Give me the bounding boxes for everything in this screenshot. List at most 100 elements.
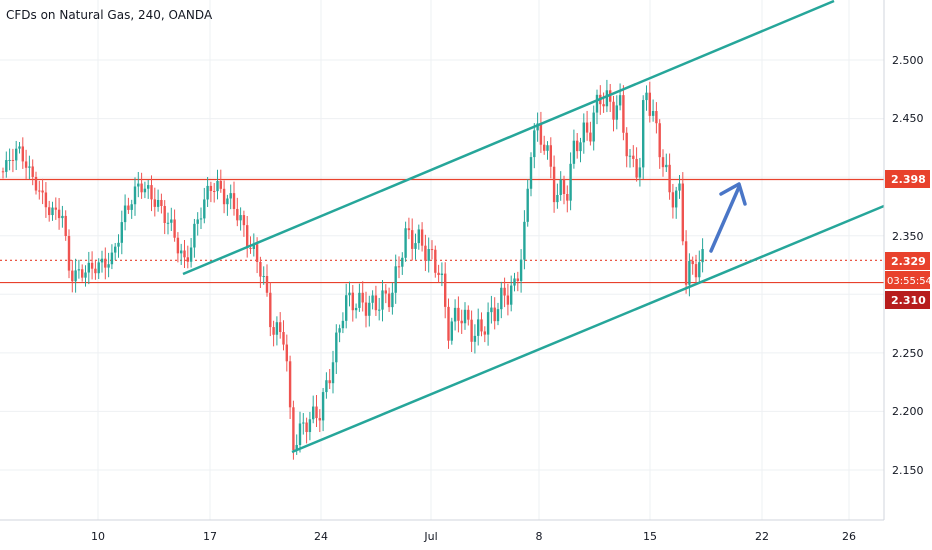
candle-body xyxy=(87,262,90,273)
candle-body xyxy=(546,145,549,151)
candle-body xyxy=(298,423,302,445)
candle-body xyxy=(407,228,411,231)
candle-body xyxy=(153,199,156,207)
level-label-2398 xyxy=(885,170,930,188)
candle-body xyxy=(556,194,559,203)
candle-body xyxy=(566,194,569,201)
candle-body xyxy=(285,344,288,362)
candle-body xyxy=(510,285,513,305)
candle-body xyxy=(480,319,483,332)
candle-body xyxy=(321,392,325,421)
candle-body xyxy=(533,130,536,158)
candle-body xyxy=(394,266,397,293)
candle-body xyxy=(292,407,295,451)
candle-body xyxy=(345,295,348,321)
candle-body xyxy=(143,188,147,193)
candle-body xyxy=(130,204,133,210)
candle-body xyxy=(236,208,239,221)
candle-body xyxy=(638,167,642,178)
candle-body xyxy=(378,309,381,311)
candle-body xyxy=(51,207,54,216)
candle-body xyxy=(328,380,331,384)
candle-body xyxy=(463,309,467,324)
candle-body xyxy=(529,157,533,189)
candle-body xyxy=(559,179,562,195)
candle-body xyxy=(519,259,523,281)
candle-body xyxy=(411,230,414,249)
candle-body xyxy=(506,295,510,305)
candle-body xyxy=(628,155,632,157)
candle-body xyxy=(259,261,262,277)
candle-body xyxy=(189,247,193,262)
candle-body xyxy=(444,273,447,307)
candle-body xyxy=(262,276,265,278)
candle-body xyxy=(351,292,354,311)
candle-body xyxy=(503,287,506,296)
candle-body xyxy=(354,307,358,311)
x-axis: 10 17 24 Jul 8 15 22 26 xyxy=(0,519,932,550)
candle-body xyxy=(642,100,645,168)
candle-body xyxy=(658,123,661,158)
candle-body xyxy=(625,132,628,157)
candle-body xyxy=(160,199,163,206)
candle-body xyxy=(417,229,420,244)
candle-body xyxy=(229,193,232,199)
candle-body xyxy=(203,199,206,219)
candle-body xyxy=(381,290,384,310)
candle-body xyxy=(176,237,180,254)
candle-body xyxy=(94,268,97,274)
candle-body xyxy=(615,105,618,120)
level-label-2310 xyxy=(885,291,930,309)
x-tick-22: 22 xyxy=(755,530,769,543)
candle-body xyxy=(71,270,74,282)
candle-body xyxy=(341,320,345,329)
candle-body xyxy=(569,163,572,201)
candle-body xyxy=(470,319,473,342)
candle-body xyxy=(684,241,688,285)
candle-body xyxy=(127,205,130,210)
y-tick-2200: 2.200 xyxy=(892,405,924,418)
candle-body xyxy=(246,225,249,248)
candle-body xyxy=(562,179,566,195)
chart-title: CFDs on Natural Gas, 240, OANDA xyxy=(6,8,213,22)
candle-body xyxy=(440,273,444,275)
svg-text:2.310: 2.310 xyxy=(891,294,926,307)
candle-body xyxy=(64,215,67,237)
countdown-box xyxy=(885,271,930,289)
candle-body xyxy=(477,319,480,336)
candle-body xyxy=(681,183,684,242)
candle-body xyxy=(209,185,213,191)
candle-body xyxy=(213,190,216,192)
candle-body xyxy=(249,247,252,249)
candle-body xyxy=(11,159,15,161)
candle-body xyxy=(427,249,430,261)
candle-body xyxy=(579,142,582,152)
y-tick-2350: 2.350 xyxy=(892,230,924,243)
trend-channel xyxy=(182,0,885,454)
candle-body xyxy=(81,269,84,278)
candle-body xyxy=(1,171,5,173)
x-tick-26: 26 xyxy=(842,530,856,543)
candles xyxy=(1,79,704,460)
svg-text:2.329: 2.329 xyxy=(891,255,926,268)
y-axis: 2.500 2.450 2.350 2.250 2.200 2.150 2.39… xyxy=(883,0,932,520)
candle-body xyxy=(486,312,490,335)
candle-body xyxy=(618,95,622,106)
candle-body xyxy=(265,276,269,293)
candle-body xyxy=(589,132,592,142)
candle-body xyxy=(180,250,183,254)
candle-body xyxy=(193,223,196,248)
candle-body xyxy=(701,249,704,263)
channel-upper-line xyxy=(182,0,835,276)
candle-body xyxy=(420,229,424,246)
candle-body xyxy=(582,122,585,143)
candle-body xyxy=(473,335,477,342)
candle-body xyxy=(651,111,655,116)
candle-body xyxy=(371,295,374,303)
y-tick-2150: 2.150 xyxy=(892,464,924,477)
candle-body xyxy=(678,183,681,191)
candle-body xyxy=(61,215,64,219)
candle-body xyxy=(364,302,368,316)
candle-body xyxy=(41,190,44,193)
